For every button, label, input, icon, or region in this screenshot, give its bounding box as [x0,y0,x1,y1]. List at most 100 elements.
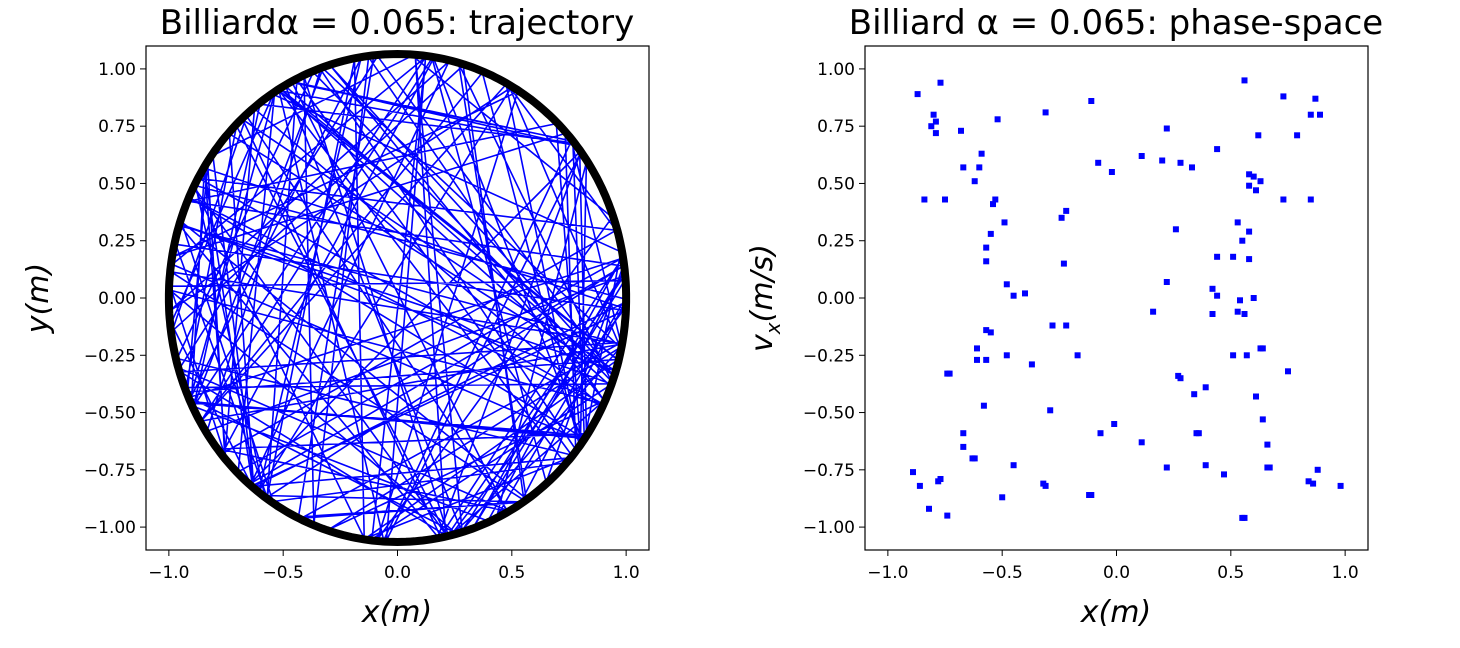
phase-point [1253,393,1259,400]
phase-point [983,258,990,265]
phase-point [1214,146,1221,153]
y-tick-label: −0.75 [803,461,855,481]
phase-point [974,356,980,363]
x-tick-label: −0.5 [982,563,1023,583]
phase-point [1049,322,1056,329]
phase-point [1138,439,1145,446]
phase-point [1209,285,1216,292]
phase-point [1234,308,1241,315]
phase-point [1111,421,1118,427]
phase-point [1253,187,1259,194]
phase-space-y-axis-label: vx(m/s) [745,244,785,352]
trajectory-title: Billiardα = 0.065: trajectory [160,3,634,43]
phase-point [994,116,1001,123]
phase-point [1241,77,1248,84]
y-tick-label: 0.50 [817,174,855,194]
phase-space-plot: Billiard α = 0.065: phase-space −1.0 −0.5… [745,3,1383,630]
y-tick-label: 0.50 [98,174,136,194]
x-tick-label: −0.5 [263,563,304,583]
phase-point [928,123,935,130]
phase-space-x-axis-label: x(m) [1080,595,1151,630]
phase-space-marks [910,77,1344,521]
x-tick-label: 1.0 [1332,563,1359,583]
phase-point [974,345,980,352]
y-tick-label: −1.00 [84,518,136,538]
phase-point [1234,219,1241,226]
phase-point [1312,95,1319,102]
phase-point [1095,159,1102,166]
phase-point [1259,416,1266,423]
phase-point [1221,471,1227,478]
x-tick-label: 0.5 [498,563,525,583]
phase-point [1255,132,1262,139]
phase-point [1177,159,1184,166]
trajectory-x-axis-label: x(m) [361,595,432,630]
phase-point [937,79,944,86]
y-tick-label: −0.75 [84,461,136,481]
phase-point [1214,253,1221,260]
phase-point [1317,111,1323,118]
y-tick-label: 0.25 [98,232,136,252]
phase-point [1246,182,1253,189]
phase-point [1042,482,1049,489]
phase-point [1237,297,1243,304]
phase-point [1280,93,1287,100]
phase-point [1250,295,1257,301]
phase-point [1172,226,1179,233]
phase-point [980,402,987,409]
phase-point [1063,207,1070,214]
phase-point [1230,352,1237,359]
trajectory-y-axis-label: y(m) [21,263,56,334]
y-tick-label: −0.50 [803,404,855,424]
phase-point [1003,352,1010,359]
phase-point [987,230,994,237]
phase-point [1202,384,1209,391]
phase-point [971,455,978,462]
phase-point [976,164,983,171]
phase-point [1191,391,1198,398]
phase-point [1022,290,1028,297]
phase-point [1177,375,1184,382]
phase-point [1001,219,1008,226]
phase-point [983,244,990,251]
y-tick-label: 1.00 [98,60,136,80]
phase-point [1241,514,1248,521]
trajectory-line [169,54,626,542]
phase-point [983,327,990,334]
phase-point [1305,478,1312,485]
phase-point [1150,308,1157,315]
phase-point [960,164,967,171]
x-tick-label: 0.0 [384,563,411,583]
phase-point [971,178,978,185]
phase-point [1003,281,1010,288]
phase-point [942,196,948,203]
phase-point [1202,462,1209,469]
phase-point [1243,352,1250,359]
phase-point [1163,279,1170,285]
phase-space-axes-frame [864,45,1369,551]
phase-point [1266,464,1273,471]
phase-point [1307,196,1314,203]
trajectory-marks [164,49,631,547]
x-tick-label: 0.5 [1217,563,1244,583]
phase-point [983,356,990,363]
phase-point [921,196,928,203]
phase-point [960,443,967,450]
y-tick-label: 1.00 [817,60,855,80]
phase-point [1163,125,1170,132]
y-tick-label: 0.00 [98,289,136,309]
phase-point [1058,214,1065,221]
phase-point [960,430,967,437]
phase-point [1285,368,1291,375]
phase-point [1108,169,1115,175]
phase-point [1307,111,1314,118]
y-tick-label: 0.00 [817,289,855,309]
phase-point [1310,480,1317,487]
phase-space-ticks: −1.0 −0.5 0.0 0.5 1.0 −1.00 −0.75 −0.50 −0.25 0.0… [803,60,1359,583]
phase-point [1280,196,1287,203]
phase-point [990,201,996,208]
billiard-boundary [164,49,631,547]
phase-point [1264,441,1271,448]
phase-point [910,469,916,476]
